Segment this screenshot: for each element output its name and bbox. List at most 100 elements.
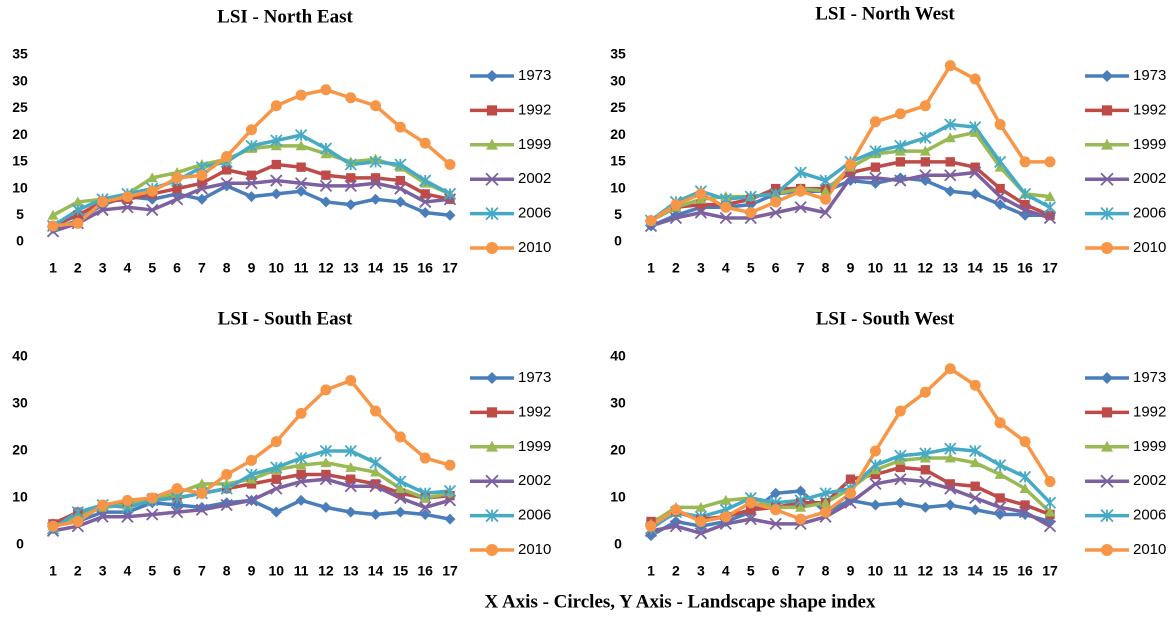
legend-marker (485, 508, 499, 523)
marker (944, 132, 956, 143)
marker (744, 190, 757, 203)
x-tick-label: 9 (847, 563, 855, 579)
y-tick-label: 5 (614, 206, 622, 222)
x-tick-label: 7 (797, 260, 805, 276)
marker (895, 157, 906, 167)
x-tick-label: 4 (722, 260, 730, 276)
x-tick-label: 6 (772, 260, 780, 276)
marker (245, 494, 258, 507)
x-tick-label: 3 (697, 260, 705, 276)
legend-label: 2002 (518, 170, 551, 187)
marker (246, 170, 257, 180)
marker (945, 157, 955, 167)
x-tick-label: 5 (148, 563, 156, 579)
marker (944, 499, 956, 511)
marker (795, 485, 807, 497)
marker (320, 384, 332, 396)
marker (320, 196, 332, 208)
marker (419, 452, 431, 464)
marker (1018, 505, 1032, 519)
marker (695, 516, 707, 527)
marker (820, 193, 832, 205)
marker (369, 177, 382, 190)
marker (969, 491, 982, 505)
series-line (650, 63, 1050, 223)
marker (894, 473, 907, 486)
legend-label: 2010 (1133, 541, 1166, 558)
series-line (52, 178, 451, 233)
x-tick-label: 10 (868, 563, 884, 579)
legend-label: 1992 (518, 403, 551, 420)
x-tick-label: 12 (318, 563, 334, 579)
marker (271, 159, 281, 170)
marker (970, 481, 980, 491)
marker (994, 417, 1006, 429)
marker (944, 169, 957, 182)
x-tick-label: 16 (1017, 260, 1033, 276)
marker (270, 134, 283, 147)
marker (995, 183, 1005, 194)
marker (819, 206, 832, 219)
marker (869, 445, 881, 457)
legend-label: 1973 (518, 67, 551, 84)
x-tick-label: 13 (942, 260, 958, 276)
legend-label: 2010 (1133, 239, 1166, 256)
marker (920, 465, 930, 475)
marker (271, 474, 281, 484)
x-tick-label: 9 (248, 563, 256, 579)
x-tick-label: 15 (992, 563, 1008, 579)
y-tick-label: 20 (610, 126, 626, 142)
chart-title: LSI - North East (217, 6, 353, 27)
legend-marker (486, 242, 498, 254)
legend-label: 2006 (1133, 205, 1166, 222)
x-tick-label: 13 (343, 563, 359, 579)
marker (170, 193, 184, 206)
marker (845, 175, 856, 187)
marker (845, 474, 856, 484)
marker (1043, 211, 1057, 225)
x-tick-label: 2 (74, 563, 82, 579)
marker (969, 166, 982, 179)
marker (444, 159, 456, 171)
x-tick-label: 8 (822, 260, 830, 276)
marker (745, 497, 757, 509)
legend-marker (486, 372, 498, 384)
marker (869, 145, 882, 158)
legend-marker (1101, 105, 1113, 116)
marker (820, 185, 832, 196)
marker (419, 195, 432, 209)
marker (221, 180, 233, 192)
marker (47, 209, 59, 220)
x-tick-label: 7 (198, 260, 206, 276)
marker (196, 487, 208, 499)
marker (97, 499, 109, 511)
marker (295, 89, 307, 101)
legend-label: 1999 (518, 136, 551, 153)
marker (146, 492, 158, 504)
marker (1019, 156, 1031, 168)
x-tick-label: 1 (647, 563, 655, 579)
marker (344, 179, 357, 193)
marker (196, 169, 208, 181)
marker (195, 182, 209, 195)
marker (770, 487, 782, 499)
y-tick-label: 0 (16, 233, 24, 249)
marker (444, 513, 456, 525)
legend-marker (1101, 242, 1113, 254)
marker (369, 155, 382, 168)
marker (270, 506, 282, 518)
marker (919, 131, 932, 144)
x-tick-label: 16 (417, 260, 433, 276)
y-tick-label: 25 (12, 99, 28, 115)
marker (720, 511, 732, 523)
x-tick-label: 8 (223, 563, 231, 579)
marker (295, 185, 307, 197)
x-tick-label: 3 (697, 563, 705, 579)
marker (320, 84, 332, 96)
marker (345, 506, 357, 518)
marker (696, 199, 706, 210)
marker (869, 477, 882, 491)
marker (394, 121, 406, 133)
marker (944, 185, 956, 197)
y-tick-label: 35 (610, 46, 626, 62)
